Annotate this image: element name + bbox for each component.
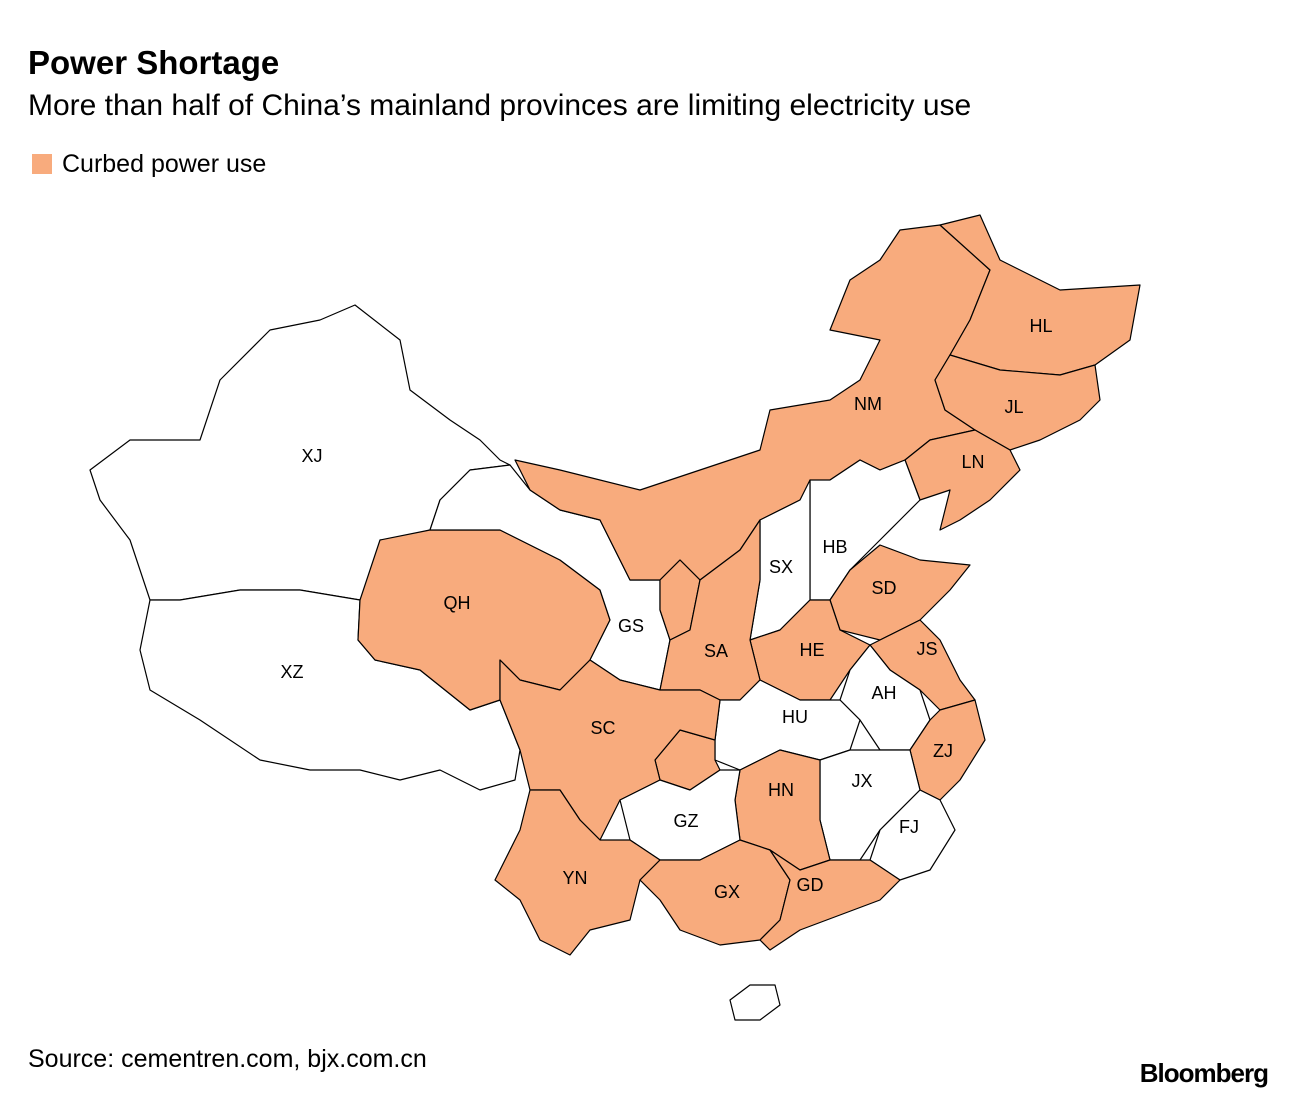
- province-label: XZ: [280, 662, 303, 682]
- province-label: SC: [590, 718, 615, 738]
- province-label: YN: [562, 868, 587, 888]
- province-label: SD: [871, 578, 896, 598]
- province: [759, 849, 901, 951]
- province-label: HU: [782, 707, 808, 727]
- province-label: SA: [704, 641, 728, 661]
- title: Power Shortage: [28, 44, 279, 81]
- province: [934, 354, 1101, 451]
- brand: Bloomberg: [1140, 1058, 1268, 1088]
- province: [494, 789, 661, 956]
- province-label: LN: [961, 452, 984, 472]
- provinces: XJ XZ QH GS NM HL JL LN HB SX SD HE SA JS AH HU SC ZJ JX HN…: [89, 214, 1141, 1021]
- province: [139, 589, 521, 791]
- province-label: GX: [714, 882, 740, 902]
- subtitle: More than half of China’s mainland provi…: [28, 89, 971, 122]
- province-label: GS: [618, 616, 644, 636]
- legend-label: Curbed power use: [62, 150, 266, 178]
- province: [729, 984, 781, 1021]
- province-label: XJ: [301, 446, 322, 466]
- province: [714, 679, 861, 771]
- province-label: HL: [1029, 316, 1052, 336]
- province-label: NM: [854, 394, 882, 414]
- source: Source: cementren.com, bjx.com.cn: [28, 1045, 427, 1073]
- province: [904, 429, 1021, 531]
- province-label: JS: [916, 639, 937, 659]
- province-label: JL: [1004, 397, 1023, 417]
- province-label: QH: [444, 593, 471, 613]
- province-label: AH: [871, 683, 896, 703]
- province-label: HB: [822, 537, 847, 557]
- province-label: ZJ: [933, 741, 953, 761]
- province-label: SX: [769, 557, 793, 577]
- province-label: FJ: [899, 817, 919, 837]
- province-label: GD: [797, 875, 824, 895]
- province-label: HE: [799, 640, 824, 660]
- province-label: HN: [768, 780, 794, 800]
- legend-swatch: [32, 154, 52, 174]
- province-label: JX: [851, 771, 872, 791]
- province-label: GZ: [674, 811, 699, 831]
